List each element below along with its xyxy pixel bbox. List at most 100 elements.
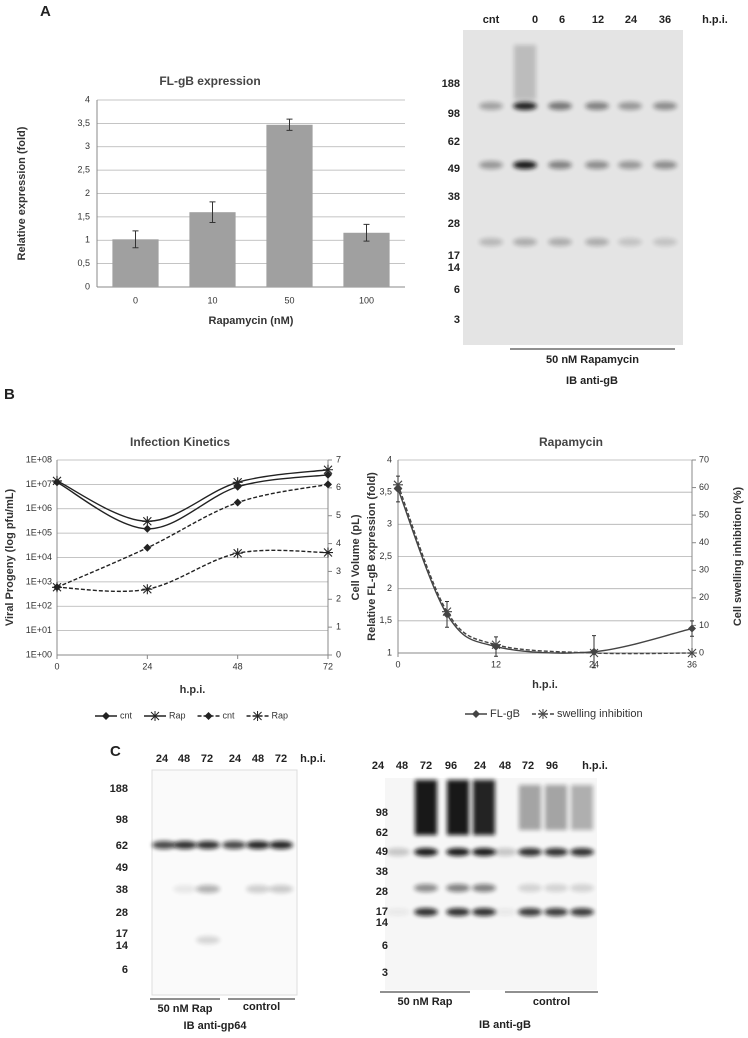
band: [618, 238, 642, 246]
lane-label: 72: [420, 760, 432, 772]
size-marker: 188: [110, 783, 128, 795]
size-marker: 98: [448, 108, 460, 120]
y-tick-label: 1,5: [77, 211, 90, 221]
band: [570, 848, 594, 856]
lane-label: cnt: [483, 14, 500, 26]
band: [513, 161, 537, 169]
series-line: [56, 549, 329, 593]
y-tick-label: 3,5: [77, 118, 90, 128]
lane-label: 6: [559, 14, 565, 26]
marker: [687, 648, 697, 658]
series-line: [397, 488, 693, 654]
band: [479, 102, 503, 110]
bracket-label: control: [533, 996, 570, 1008]
y-axis-label: Relative FL-gB expression (fold): [366, 472, 378, 641]
y-tick-label: 3,5: [379, 487, 392, 497]
x-tick-label: 24: [142, 661, 152, 671]
y-axis-label: Relative expression (fold): [16, 126, 28, 260]
band: [447, 780, 469, 835]
lane-label: 36: [659, 14, 671, 26]
y2-tick-label: 7: [336, 454, 341, 464]
band: [152, 841, 176, 849]
band: [173, 885, 197, 893]
band: [493, 848, 517, 856]
series-line: [397, 484, 693, 655]
y2-tick-label: 50: [699, 510, 709, 520]
marker: [142, 516, 153, 527]
band: [513, 102, 537, 110]
lane-label: 12: [592, 14, 604, 26]
band: [473, 780, 495, 835]
blot-caption: IB anti-gp64: [184, 1020, 248, 1032]
y2-tick-label: 3: [336, 566, 341, 576]
marker: [143, 524, 152, 533]
bracket-label: 50 nM Rap: [157, 1003, 212, 1015]
bracket-label: control: [243, 1001, 280, 1013]
marker: [323, 547, 333, 558]
band: [585, 238, 609, 246]
band: [653, 238, 677, 246]
band: [173, 841, 197, 849]
band: [446, 884, 470, 892]
size-marker: 3: [382, 967, 388, 979]
size-marker: 17: [448, 250, 460, 262]
y-tick-label: 1E+01: [26, 625, 52, 635]
band: [386, 848, 410, 856]
band: [548, 102, 572, 110]
error-bar: [209, 201, 216, 223]
legend-label: FL-gB: [490, 708, 520, 720]
band: [222, 841, 246, 849]
band: [519, 785, 541, 830]
y-tick-label: 2: [387, 583, 392, 593]
band: [446, 848, 470, 856]
size-marker: 3: [454, 314, 460, 326]
marker: [688, 624, 696, 633]
legend-label: swelling inhibition: [557, 708, 643, 720]
legend-marker: [150, 711, 160, 721]
x-tick-label: 0: [133, 295, 138, 305]
y2-tick-label: 1: [336, 622, 341, 632]
y2-tick-label: 10: [699, 620, 709, 630]
band: [269, 885, 293, 893]
y2-tick-label: 60: [699, 482, 709, 492]
y-axis-label: Viral Progeny (log pfu/mL): [4, 489, 16, 627]
marker: [491, 639, 501, 650]
y2-tick-label: 20: [699, 592, 709, 602]
size-marker: 62: [448, 136, 460, 148]
band: [472, 884, 496, 892]
series-line: [56, 483, 329, 588]
x-tick-label: 10: [207, 295, 217, 305]
x-tick-label: 100: [359, 295, 374, 305]
marker: [589, 648, 599, 658]
size-marker: 49: [116, 862, 128, 874]
error-bar: [132, 230, 139, 249]
legend-marker: [253, 711, 262, 721]
size-marker: 98: [116, 814, 128, 826]
band: [472, 908, 496, 916]
y2-axis-label: Cell swelling inhibition (%): [732, 487, 744, 627]
legend-marker: [538, 709, 548, 719]
band: [386, 908, 410, 916]
lane-label: 24: [474, 760, 487, 772]
legend-marker: [472, 710, 480, 718]
y-tick-label: 1: [85, 235, 90, 245]
y-tick-label: 1E+04: [26, 552, 52, 562]
size-marker: 38: [116, 884, 128, 896]
y-tick-label: 1E+00: [26, 649, 52, 659]
size-marker: 14: [116, 940, 129, 952]
lane-label: 48: [252, 753, 264, 765]
band: [518, 908, 542, 916]
y-tick-label: 4: [387, 454, 392, 464]
y-tick-label: 1: [387, 647, 392, 657]
marker: [52, 582, 62, 593]
band: [570, 908, 594, 916]
y-tick-label: 1E+05: [26, 528, 52, 538]
y-tick-label: 1,5: [379, 615, 392, 625]
y-tick-label: 1E+08: [26, 454, 52, 464]
lane-label: 24: [625, 14, 638, 26]
marker: [142, 584, 153, 595]
y2-tick-label: 6: [336, 482, 341, 492]
bracket-label: 50 nM Rapamycin: [546, 354, 639, 366]
y-tick-label: 1E+07: [26, 479, 52, 489]
x-axis-label: h.p.i.: [180, 684, 206, 696]
